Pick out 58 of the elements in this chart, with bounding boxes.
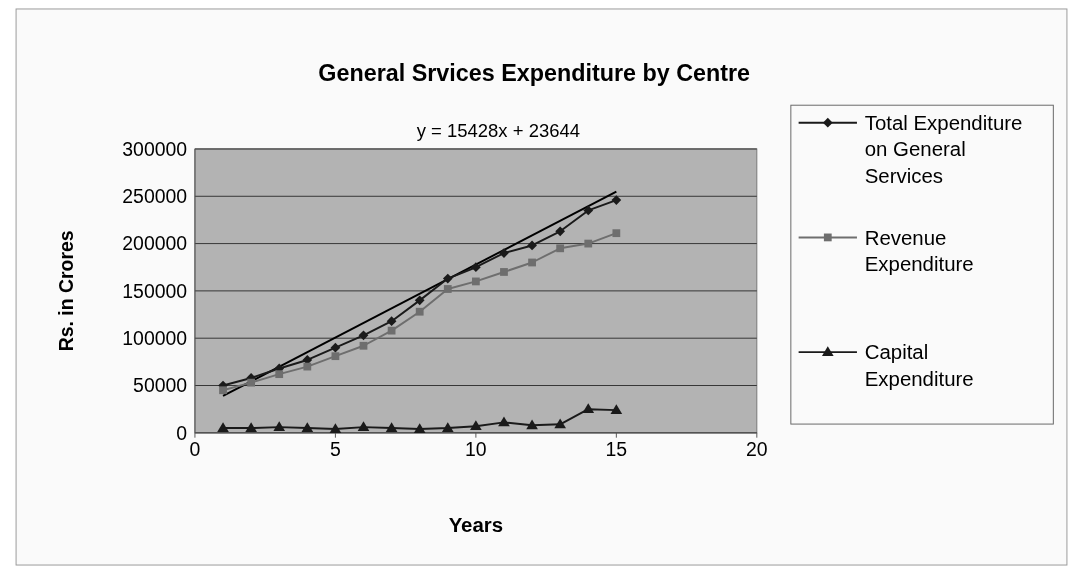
point [582, 403, 595, 414]
point [584, 239, 593, 248]
point [358, 330, 369, 341]
point [526, 419, 538, 430]
text: y = 15428x + 23644 [416, 120, 580, 142]
point [415, 307, 424, 316]
x-tick-label: 20 [746, 438, 768, 461]
y-tick-label: 200000 [122, 232, 188, 255]
point [303, 362, 312, 371]
x-tick-label: 10 [465, 438, 487, 461]
point [387, 326, 396, 335]
point [498, 416, 510, 427]
point [330, 342, 341, 353]
y-axis-title: Rs. in Crores [55, 230, 78, 352]
point [612, 229, 621, 238]
point [470, 420, 482, 431]
point [554, 418, 566, 429]
y-tick-label: 50000 [133, 374, 188, 397]
point [442, 273, 453, 284]
point [219, 386, 227, 395]
point [611, 195, 622, 205]
point [471, 277, 480, 286]
point [527, 240, 537, 251]
y-tick-label: 150000 [122, 279, 188, 302]
point [217, 422, 229, 432]
y-tick-label: 100000 [122, 327, 188, 349]
point [528, 258, 536, 267]
point [500, 268, 508, 276]
point [386, 316, 397, 327]
point [413, 423, 426, 433]
point [441, 422, 454, 432]
point [359, 341, 368, 350]
point [275, 370, 284, 379]
x-axis-title: Years [448, 513, 504, 536]
x-tick-label: 15 [605, 438, 628, 461]
legend-label: Revenue Expenditure [864, 226, 974, 276]
point [414, 295, 425, 306]
point [385, 422, 398, 432]
y-tick-label: 250000 [122, 185, 188, 208]
legend-label: Total Expenditure on General Services [864, 111, 1023, 187]
chart-title: General Srvices Expenditure by Centre [318, 59, 751, 86]
point [329, 423, 342, 433]
point [245, 422, 257, 432]
point [247, 378, 256, 387]
point [583, 205, 594, 216]
point [471, 262, 481, 273]
x-tick-label: 5 [330, 438, 341, 461]
point [357, 421, 370, 432]
legend-label: Capital Expenditure [864, 341, 974, 390]
y-tick-label: 300000 [122, 137, 188, 160]
point [331, 352, 340, 361]
point [556, 244, 565, 253]
point [273, 421, 286, 432]
y-tick-label: 0 [176, 421, 188, 444]
point [610, 404, 623, 414]
point [443, 285, 452, 293]
point [301, 422, 314, 432]
point [555, 226, 566, 237]
